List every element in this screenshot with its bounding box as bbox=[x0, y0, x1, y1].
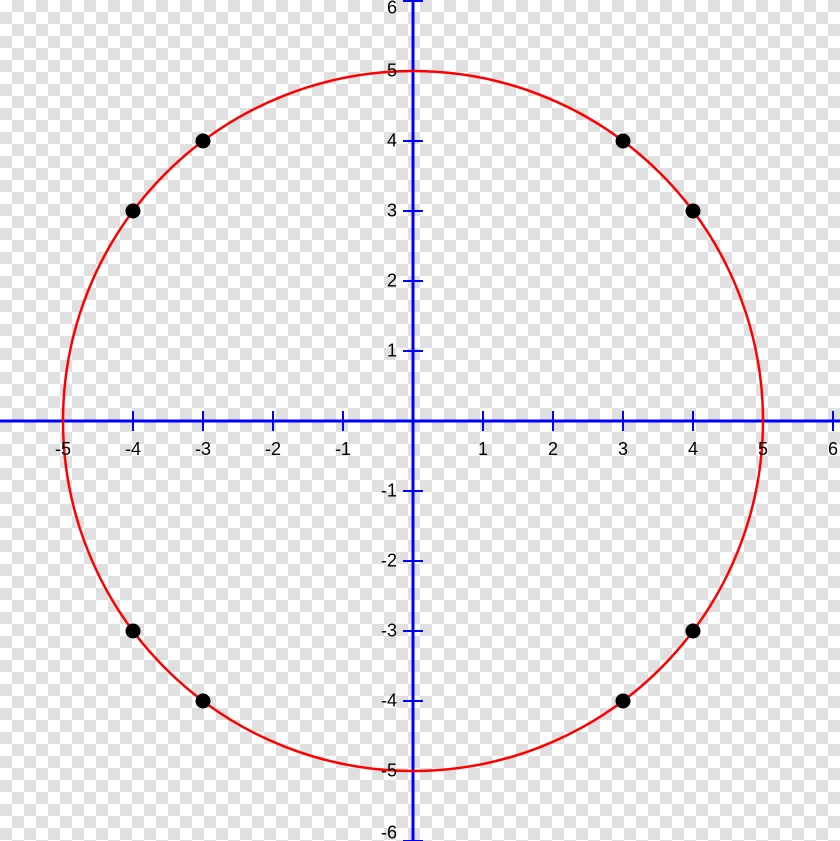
x-tick-label: -5 bbox=[55, 439, 71, 460]
y-tick-label: 2 bbox=[387, 271, 397, 292]
x-tick-label: 1 bbox=[478, 439, 488, 460]
y-tick-label: -6 bbox=[381, 823, 397, 841]
y-tick-label: -4 bbox=[381, 691, 397, 712]
x-tick-label: -4 bbox=[125, 439, 141, 460]
x-tick-label: -3 bbox=[195, 439, 211, 460]
y-tick-label: -1 bbox=[381, 481, 397, 502]
lattice-point bbox=[196, 134, 210, 148]
lattice-point bbox=[616, 694, 630, 708]
y-tick-label: -5 bbox=[381, 761, 397, 782]
y-tick-label: 1 bbox=[387, 341, 397, 362]
coordinate-plane-chart: -5 -4 -3 -2 -1 1 2 3 4 5 6 -6 -5 -4 -3 -2 -1 1 2 3 4 5 6 bbox=[0, 0, 840, 841]
lattice-point bbox=[616, 134, 630, 148]
x-tick-label: 4 bbox=[688, 439, 698, 460]
x-tick-label: 2 bbox=[548, 439, 558, 460]
x-tick-label: 3 bbox=[618, 439, 628, 460]
plot-svg bbox=[0, 0, 840, 841]
y-tick-label: 5 bbox=[387, 61, 397, 82]
y-tick-label: 3 bbox=[387, 201, 397, 222]
y-tick-label: -2 bbox=[381, 551, 397, 572]
lattice-point bbox=[686, 624, 700, 638]
x-tick-label: -2 bbox=[265, 439, 281, 460]
lattice-point bbox=[686, 204, 700, 218]
lattice-point bbox=[196, 694, 210, 708]
y-tick-label: -3 bbox=[381, 621, 397, 642]
y-tick-label: 6 bbox=[387, 0, 397, 19]
lattice-point bbox=[126, 624, 140, 638]
x-tick-label: 5 bbox=[758, 439, 768, 460]
x-tick-label: 6 bbox=[828, 439, 838, 460]
y-tick-label: 4 bbox=[387, 131, 397, 152]
x-tick-label: -1 bbox=[335, 439, 351, 460]
lattice-point bbox=[126, 204, 140, 218]
